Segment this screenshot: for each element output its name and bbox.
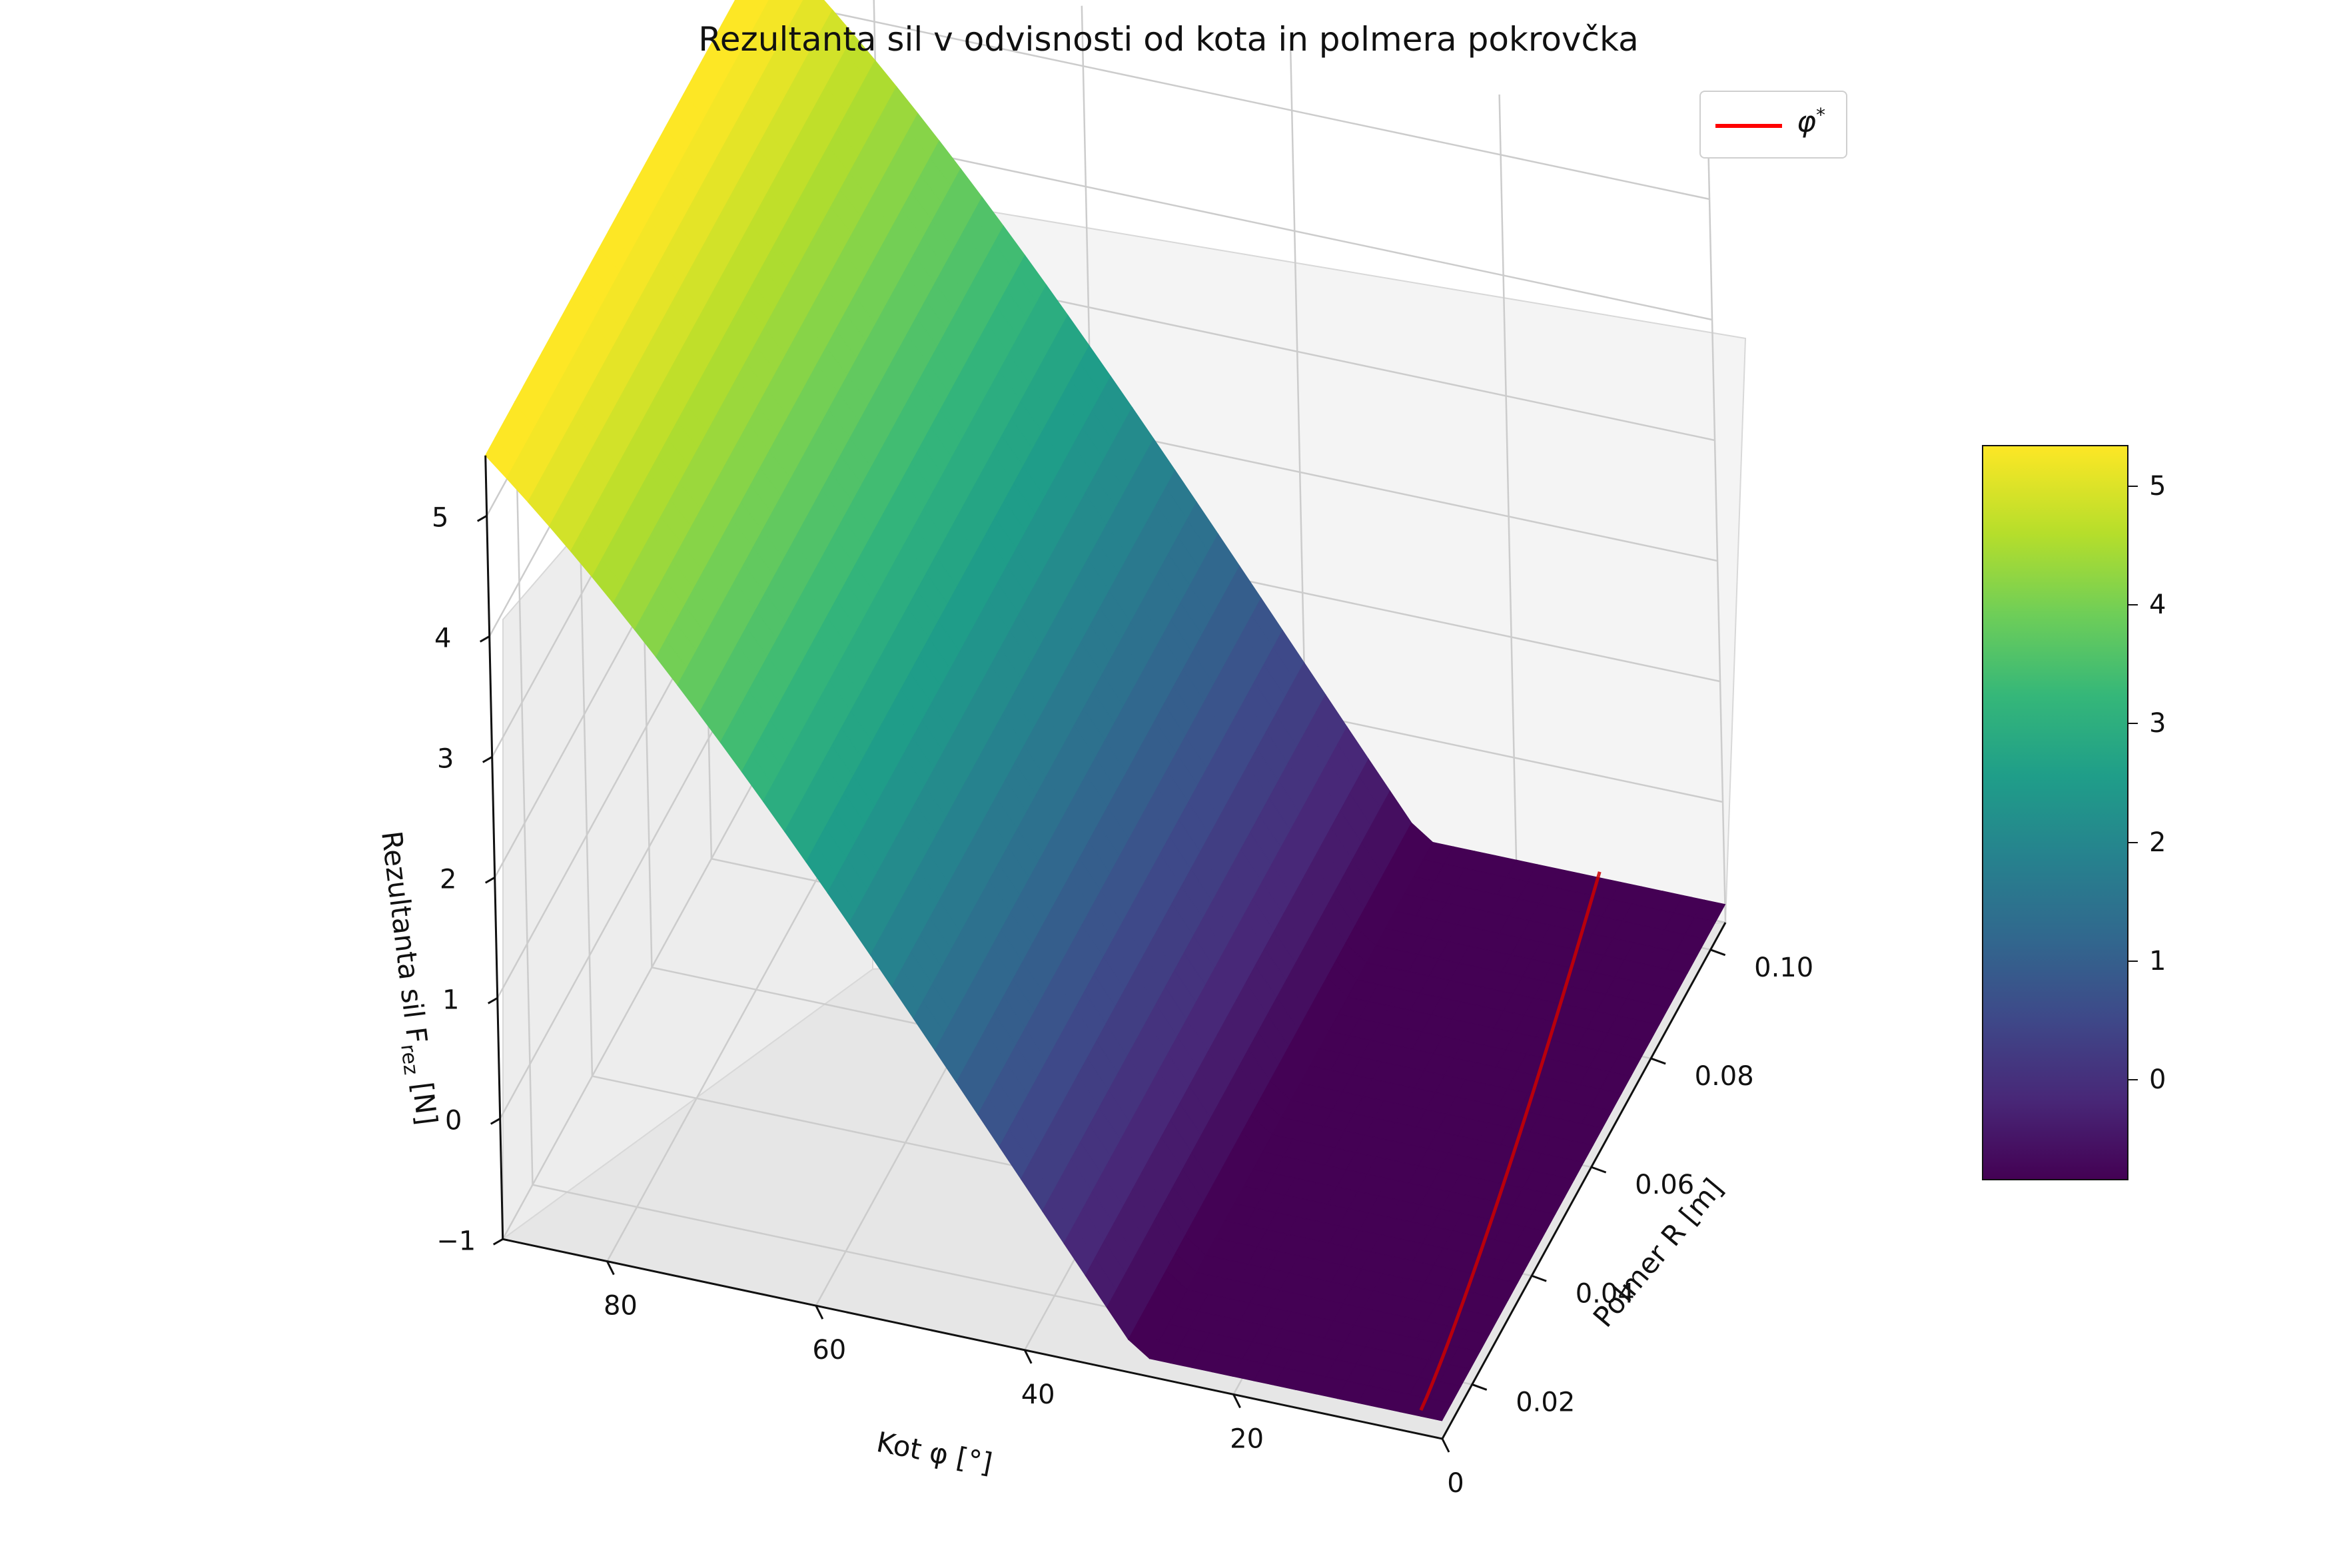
x-tick [1023, 1350, 1033, 1364]
z-tick [479, 635, 490, 643]
z-axis-line [484, 455, 504, 1240]
z-axis-label: Rezultanta sil Frez [N] [370, 829, 444, 1128]
colorbar-tick [2128, 960, 2138, 962]
colorbar-tick-label: 4 [2149, 589, 2166, 621]
z-axis-label-sub: rez [396, 1043, 422, 1076]
y-tick-label: 0.02 [1516, 1387, 1575, 1417]
z-tick-label: 0 [445, 1105, 462, 1136]
x-tick-label: 0 [1447, 1468, 1464, 1499]
force-surface [484, 0, 1726, 1421]
y-tick [1650, 1057, 1666, 1065]
z-tick-label: 3 [437, 743, 454, 774]
y-tick-label: 0.08 [1695, 1061, 1754, 1092]
y-tick [1591, 1166, 1607, 1174]
legend: φ* [1699, 91, 1847, 159]
z-tick [492, 1238, 504, 1246]
x-tick [1441, 1438, 1450, 1453]
y-tick [1710, 949, 1726, 957]
x-tick [815, 1305, 824, 1320]
surface-cell [1420, 1398, 1452, 1421]
x-tick-label: 40 [1021, 1379, 1055, 1410]
y-tick-label: 0.06 [1635, 1170, 1694, 1200]
colorbar-tick-label: 5 [2149, 471, 2166, 502]
colorbar-tick-label: 0 [2149, 1064, 2166, 1095]
y-tick-label: 0.04 [1576, 1278, 1635, 1309]
colorbar-tick-label: 2 [2149, 827, 2166, 858]
legend-label: φ* [1797, 104, 1825, 139]
z-tick [476, 514, 488, 522]
z-axis-label-unit: [N] [405, 1072, 444, 1127]
z-tick-label: 2 [440, 864, 456, 895]
colorbar-tick-label: 3 [2149, 708, 2166, 739]
legend-label-main: φ [1797, 105, 1817, 139]
z-tick [482, 755, 493, 763]
colorbar-tick [2128, 604, 2138, 606]
z-tick [484, 876, 496, 884]
z-tick-label: 1 [442, 984, 459, 1015]
x-axis-line [502, 1238, 1443, 1440]
y-tick [1472, 1383, 1488, 1391]
z-tick-label: −1 [436, 1226, 476, 1256]
colorbar [1982, 445, 2128, 1180]
colorbar-tick [2128, 1078, 2138, 1080]
colorbar-tick [2128, 841, 2138, 843]
x-tick [1232, 1393, 1241, 1409]
legend-swatch [1715, 124, 1782, 128]
chart-title: Rezultanta sil v odvisnosti od kota in p… [698, 20, 1639, 59]
z-tick-label: 5 [432, 502, 448, 533]
y-tick-label: 0.10 [1754, 953, 1813, 983]
legend-label-sup: * [1816, 104, 1826, 126]
phi-star-curve [1419, 871, 1602, 1411]
x-tick-label: 20 [1230, 1423, 1264, 1454]
y-axis-line [1441, 922, 1727, 1439]
z-tick [490, 1117, 501, 1125]
x-tick-label: 60 [812, 1335, 846, 1366]
axes [476, 455, 1727, 1453]
y-tick [1531, 1274, 1547, 1282]
z-tick [487, 996, 498, 1004]
x-tick-label: 80 [604, 1291, 638, 1322]
colorbar-tick [2128, 486, 2138, 488]
z-tick-label: 4 [434, 623, 451, 653]
x-axis-label: Kot φ [°] [874, 1425, 995, 1480]
x-tick [606, 1260, 615, 1276]
colorbar-tick [2128, 723, 2138, 725]
tick-labels: 0 20 40 60 80 0.02 0.04 0.06 0.08 0.10 −1 0 1 2 3 4 5 [432, 502, 1813, 1499]
z-axis-label-main: Rezultanta sil F [375, 829, 434, 1045]
colorbar-tick-label: 1 [2149, 945, 2166, 977]
